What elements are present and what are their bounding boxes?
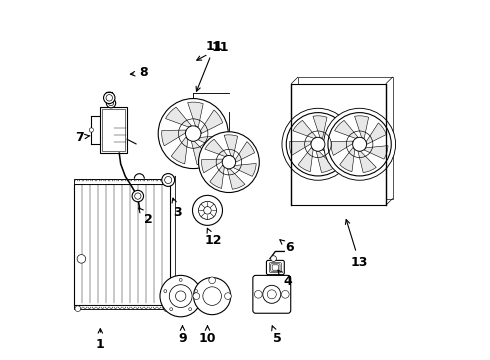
Text: 11: 11 [196, 40, 223, 91]
Circle shape [132, 190, 144, 202]
Polygon shape [201, 159, 222, 173]
Text: 3: 3 [172, 198, 181, 219]
Text: 13: 13 [345, 220, 368, 269]
Circle shape [263, 285, 281, 303]
Circle shape [109, 101, 114, 106]
Circle shape [165, 176, 172, 184]
Polygon shape [166, 107, 192, 127]
Polygon shape [358, 152, 376, 172]
Circle shape [193, 293, 200, 300]
Circle shape [162, 174, 174, 186]
Circle shape [164, 290, 167, 293]
Circle shape [77, 255, 86, 263]
Circle shape [281, 291, 289, 298]
Polygon shape [317, 152, 335, 172]
Circle shape [189, 308, 192, 311]
Text: 8: 8 [130, 66, 147, 79]
Circle shape [311, 137, 325, 151]
Circle shape [254, 291, 262, 298]
Circle shape [328, 113, 391, 176]
Text: 4: 4 [278, 270, 292, 288]
Polygon shape [192, 141, 212, 165]
Polygon shape [224, 135, 238, 157]
Polygon shape [340, 148, 355, 172]
Circle shape [203, 287, 221, 305]
Circle shape [186, 126, 201, 141]
Polygon shape [298, 148, 313, 172]
Bar [100, 107, 127, 153]
Polygon shape [188, 102, 203, 127]
Text: 11: 11 [197, 41, 229, 60]
Circle shape [193, 195, 222, 225]
Polygon shape [313, 116, 327, 139]
Bar [74, 305, 170, 309]
Circle shape [103, 92, 115, 104]
Text: 10: 10 [199, 326, 216, 346]
Polygon shape [162, 130, 186, 146]
Circle shape [204, 207, 211, 214]
Circle shape [286, 113, 349, 176]
Circle shape [224, 293, 231, 300]
Circle shape [170, 285, 192, 307]
Polygon shape [233, 163, 256, 176]
FancyBboxPatch shape [267, 260, 284, 275]
Circle shape [175, 291, 186, 301]
Polygon shape [290, 141, 311, 156]
Polygon shape [322, 146, 346, 159]
Circle shape [158, 99, 228, 168]
Text: 7: 7 [75, 131, 90, 144]
Polygon shape [200, 110, 223, 134]
Circle shape [106, 99, 116, 108]
Circle shape [179, 279, 182, 282]
Circle shape [164, 306, 169, 311]
FancyBboxPatch shape [253, 275, 291, 313]
Circle shape [75, 306, 81, 311]
Text: 5: 5 [272, 326, 282, 346]
Polygon shape [293, 120, 317, 138]
Circle shape [198, 132, 259, 193]
Circle shape [209, 277, 216, 284]
Polygon shape [171, 137, 188, 164]
Circle shape [160, 275, 201, 317]
Circle shape [282, 108, 354, 180]
Polygon shape [331, 141, 353, 156]
Circle shape [270, 256, 276, 261]
Circle shape [170, 308, 172, 311]
Polygon shape [335, 120, 358, 138]
Polygon shape [198, 135, 225, 150]
Polygon shape [364, 146, 388, 159]
Text: 1: 1 [96, 329, 105, 351]
Circle shape [194, 278, 231, 315]
Polygon shape [235, 141, 255, 162]
Bar [74, 184, 170, 305]
Text: 2: 2 [139, 208, 153, 226]
Text: 6: 6 [280, 240, 294, 255]
Text: 12: 12 [204, 228, 221, 247]
Bar [74, 179, 170, 184]
Polygon shape [227, 169, 245, 189]
Text: 9: 9 [178, 326, 187, 346]
Bar [292, 84, 386, 205]
Bar [102, 109, 125, 151]
Polygon shape [355, 116, 368, 139]
Circle shape [323, 108, 395, 180]
Circle shape [353, 137, 367, 151]
Bar [298, 77, 392, 199]
Polygon shape [325, 123, 344, 144]
Circle shape [135, 193, 141, 199]
Polygon shape [367, 123, 386, 144]
Circle shape [89, 128, 94, 132]
Circle shape [106, 95, 113, 101]
Polygon shape [210, 165, 224, 189]
Circle shape [267, 290, 276, 299]
Circle shape [222, 156, 236, 169]
Circle shape [195, 290, 197, 293]
Circle shape [198, 201, 217, 219]
Polygon shape [205, 139, 227, 157]
